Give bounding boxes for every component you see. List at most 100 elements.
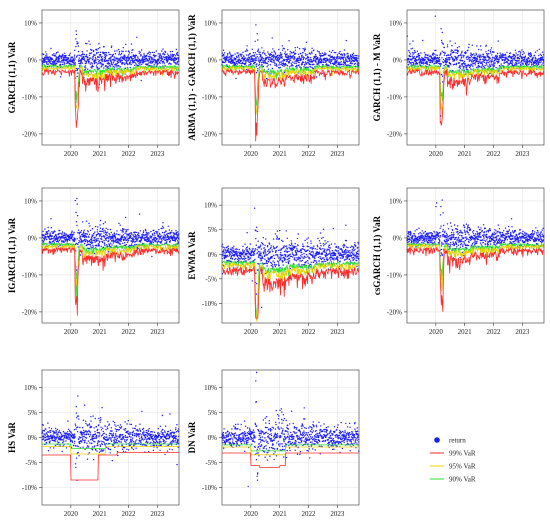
return-point (309, 65, 311, 68)
return-point (306, 61, 308, 64)
return-point (274, 53, 277, 55)
return-point (292, 253, 294, 256)
return-point (314, 59, 317, 61)
return-point (57, 51, 59, 53)
return-point (421, 235, 423, 238)
return-point (43, 239, 45, 242)
return-point (489, 72, 491, 75)
return-point (432, 59, 434, 61)
return-point (492, 63, 494, 65)
return-point (416, 228, 418, 231)
return-point (440, 252, 442, 254)
return-point (247, 60, 249, 62)
return-point (165, 238, 167, 241)
return-point (270, 57, 272, 59)
return-point (495, 55, 497, 57)
return-point (84, 68, 86, 71)
return-point (69, 59, 71, 62)
return-point (300, 52, 302, 55)
return-point (254, 59, 257, 62)
return-point (346, 254, 349, 256)
return-point (344, 61, 346, 64)
return-point (336, 54, 339, 56)
return-point (231, 58, 233, 61)
return-point (237, 258, 239, 261)
return-point (442, 67, 444, 70)
return-point (75, 250, 77, 252)
return-point (279, 249, 281, 251)
return-point (159, 54, 161, 57)
return-point (322, 236, 324, 239)
return-point (264, 248, 266, 251)
return-point (339, 260, 341, 262)
return-point (351, 58, 353, 60)
return-point (482, 61, 484, 63)
return-point (174, 59, 176, 62)
return-point (159, 236, 161, 239)
return-point (340, 61, 342, 63)
return-point (292, 55, 294, 57)
return-point (316, 244, 319, 246)
return-point (258, 51, 260, 53)
return-point (46, 238, 48, 241)
return-point (412, 235, 414, 237)
return-point (132, 240, 135, 243)
return-point (525, 64, 528, 66)
return-point (302, 48, 304, 50)
return-point (471, 61, 473, 63)
return-point (353, 256, 355, 259)
return-point (485, 44, 487, 46)
return-point (457, 230, 459, 233)
return-point (456, 52, 459, 55)
return-point (453, 51, 455, 53)
return-point (160, 60, 162, 62)
return-point (147, 52, 150, 54)
return-point (258, 64, 260, 67)
return-point (344, 248, 347, 251)
return-point (222, 49, 225, 51)
return-point (506, 62, 509, 64)
return-point (443, 61, 445, 64)
return-point (307, 260, 309, 262)
return-point (154, 56, 156, 58)
return-point (103, 67, 105, 69)
x-tick-label: 2023 (330, 328, 345, 336)
return-point (164, 64, 166, 67)
return-point (167, 237, 170, 240)
return-point (322, 243, 325, 245)
return-point (109, 234, 111, 236)
return-point (65, 62, 67, 64)
return-point (447, 238, 449, 240)
return-point (334, 243, 336, 245)
return-point (76, 203, 79, 205)
return-point (465, 231, 467, 233)
return-point (310, 66, 312, 69)
return-point (295, 252, 298, 254)
return-point (300, 260, 302, 262)
return-point (408, 233, 410, 235)
return-point (121, 50, 123, 52)
return-point (289, 257, 291, 259)
return-point (228, 51, 231, 53)
return-point (426, 63, 429, 65)
return-point (263, 252, 265, 255)
return-point (107, 65, 109, 68)
return-point (122, 237, 124, 239)
return-point (443, 231, 446, 234)
return-point (264, 62, 266, 64)
return-point (268, 257, 270, 260)
return-point (315, 55, 318, 57)
return-point (348, 60, 350, 62)
return-point (441, 81, 444, 83)
return-point (146, 60, 148, 62)
return-point (71, 230, 73, 232)
return-point (84, 60, 86, 62)
return-point (422, 63, 424, 65)
return-point (48, 237, 50, 239)
return-point (351, 249, 354, 251)
return-point (426, 61, 428, 63)
return-point (234, 258, 236, 261)
return-point (353, 59, 355, 61)
return-point (483, 67, 486, 69)
return-point (357, 255, 359, 258)
